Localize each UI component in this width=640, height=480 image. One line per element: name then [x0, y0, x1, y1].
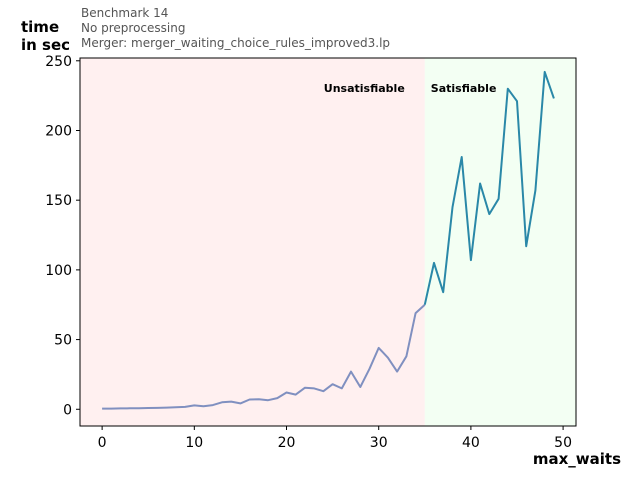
chart-title: Benchmark 14 No preprocessing Merger: me…	[81, 6, 390, 50]
x-tick-label: 0	[98, 435, 107, 451]
y-tick-label: 0	[63, 402, 72, 418]
plot-frame	[79, 57, 577, 427]
x-tick-label: 30	[370, 435, 388, 451]
series-line-2	[423, 70, 555, 305]
x-tick-label: 40	[462, 435, 480, 451]
region-labels: Unsatisfiable Satisfiable	[324, 82, 497, 95]
y-tick-label: 150	[45, 193, 72, 209]
x-axis-label: max_waits	[533, 450, 621, 468]
x-tick-label: 50	[554, 435, 572, 451]
axis-ticks: 0 10 20 30 40 50 0 50 100 150 200 250	[45, 54, 572, 451]
region-label-satisfiable: Satisfiable	[431, 82, 497, 95]
title-line-3: Merger: merger_waiting_choice_rules_impr…	[81, 36, 390, 50]
title-line-2: No preprocessing	[81, 21, 185, 35]
region-label-unsatisfiable: Unsatisfiable	[324, 82, 405, 95]
x-tick-label: 20	[278, 435, 296, 451]
data-series	[102, 70, 555, 410]
x-tick-label: 10	[185, 435, 203, 451]
region-unsatisfiable	[80, 58, 425, 426]
y-tick-label: 250	[45, 54, 72, 70]
y-axis-label-line-2: in sec	[21, 36, 70, 54]
region-backgrounds	[80, 58, 576, 426]
region-satisfiable	[424, 58, 576, 426]
y-axis-label-line-1: time	[21, 18, 59, 36]
title-line-1: Benchmark 14	[81, 6, 168, 20]
y-tick-label: 50	[54, 333, 72, 349]
series-line-1	[102, 303, 426, 410]
y-tick-label: 200	[45, 123, 72, 139]
y-tick-label: 100	[45, 263, 72, 279]
